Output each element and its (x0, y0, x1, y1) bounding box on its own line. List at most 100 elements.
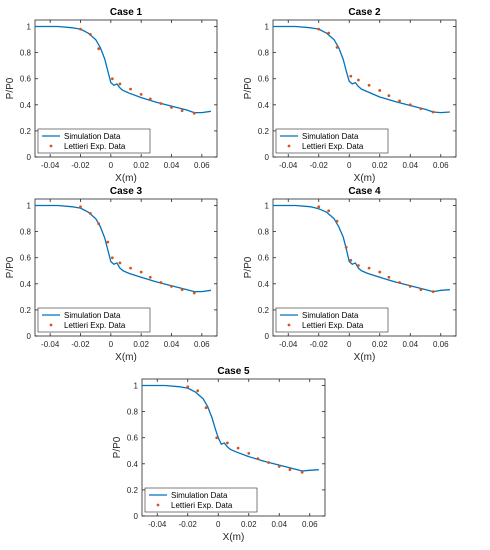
experiment-point (408, 103, 412, 107)
y-tick-label: 0.4 (258, 280, 270, 289)
y-tick-label: 0.6 (20, 254, 32, 263)
legend-point-swatch (49, 144, 53, 148)
x-tick-label: 0.02 (241, 520, 257, 529)
y-axis-label: P/P0 (243, 77, 254, 99)
x-tick-label: 0 (109, 340, 114, 349)
legend-point-swatch (287, 144, 291, 148)
y-tick-label: 1 (265, 23, 270, 32)
y-tick-label: 0.2 (20, 306, 32, 315)
experiment-point (192, 291, 196, 295)
experiment-point (349, 258, 353, 262)
experiment-point (170, 106, 173, 109)
experiment-point (408, 285, 412, 288)
y-tick-label: 0.6 (20, 75, 32, 84)
experiment-point (170, 285, 173, 288)
experiment-point (378, 89, 382, 92)
experiment-point (335, 219, 339, 223)
y-tick-label: 0.8 (258, 228, 270, 237)
x-tick-label: 0.02 (372, 340, 388, 349)
experiment-point (267, 461, 270, 464)
chart-panel-2: -0.04 -0.02 0 0.02 0.04 0.06 0 0.2 0.4 0.6 0.8 1 Cas… (243, 7, 457, 184)
y-tick-label: 0.8 (127, 408, 139, 417)
x-tick-label: -0.04 (41, 161, 60, 170)
experiment-point (88, 32, 92, 36)
experiment-point (196, 389, 200, 393)
x-tick-label: -0.02 (310, 340, 329, 349)
x-tick-label: -0.04 (279, 340, 298, 349)
x-axis-label: X(m) (223, 532, 245, 543)
legend-entry: Lettieri Exp. Data (64, 142, 126, 151)
chart-title: Case 5 (217, 366, 250, 377)
y-tick-label: 0.2 (127, 486, 139, 495)
y-tick-label: 0.4 (127, 460, 139, 469)
experiment-point (192, 111, 196, 115)
x-tick-label: 0 (109, 161, 114, 170)
experiment-point (226, 441, 229, 445)
x-tick-label: -0.04 (279, 161, 298, 170)
y-tick-label: 0 (265, 332, 270, 341)
experiment-point (79, 27, 82, 31)
y-tick-label: 0.4 (258, 101, 270, 110)
experiment-point (118, 261, 122, 265)
experiment-point (106, 240, 110, 244)
experiment-point (97, 222, 101, 226)
legend-point-swatch (156, 503, 160, 507)
legend-box (275, 128, 389, 154)
legend-entry: Simulation Data (302, 132, 359, 141)
experiment-point (97, 47, 101, 51)
experiment-point (317, 205, 321, 209)
experiment-point (398, 99, 401, 103)
experiment-point (277, 465, 281, 468)
experiment-point (139, 92, 143, 96)
x-tick-label: 0.04 (402, 340, 418, 349)
y-tick-label: 0.4 (20, 101, 32, 110)
simulation-line (35, 204, 212, 293)
legend-entry: Simulation Data (302, 311, 359, 320)
experiment-point (327, 31, 331, 35)
simulation-line (35, 25, 212, 114)
legend-entry: Simulation Data (64, 132, 121, 141)
x-tick-label: 0.06 (302, 520, 318, 529)
experiment-point (110, 256, 114, 260)
y-tick-label: 0 (27, 153, 32, 162)
experiment-point (344, 245, 348, 249)
y-tick-label: 0.2 (258, 306, 270, 315)
legend-entry: Lettieri Exp. Data (302, 142, 364, 151)
y-tick-label: 0.4 (20, 280, 32, 289)
x-tick-label: -0.02 (71, 340, 90, 349)
legend-box (37, 307, 151, 333)
experiment-point (327, 209, 331, 213)
x-tick-label: 0.04 (164, 161, 180, 170)
y-tick-label: 0.6 (127, 434, 139, 443)
y-axis-label: P/P0 (112, 436, 123, 458)
experiment-point (139, 270, 143, 274)
y-tick-label: 0.6 (258, 254, 270, 263)
x-tick-label: 0.06 (194, 161, 210, 170)
experiment-point (148, 275, 152, 279)
chart-title: Case 4 (348, 186, 381, 197)
legend-box (275, 307, 389, 333)
y-tick-label: 1 (134, 382, 139, 391)
chart-panel-1: -0.04 -0.02 0 0.02 0.04 0.06 0 0.2 0.4 0.6 0.8 1 Cas… (5, 7, 218, 184)
x-axis-label: X(m) (115, 352, 137, 363)
chart-title: Case 3 (110, 186, 143, 197)
experiment-point (335, 46, 339, 49)
legend-entry: Simulation Data (64, 311, 121, 320)
x-tick-label: 0.04 (402, 161, 418, 170)
x-axis-label: X(m) (115, 173, 137, 184)
x-tick-label: 0.06 (433, 340, 449, 349)
experiment-point (159, 102, 163, 105)
y-tick-label: 0.8 (20, 228, 32, 237)
chart-panel-3: -0.04 -0.02 0 0.02 0.04 0.06 0 0.2 0.4 0.6 0.8 1 Cas… (5, 186, 218, 363)
y-tick-label: 0.2 (20, 127, 32, 136)
y-axis-label: P/P0 (5, 77, 16, 99)
simulation-line (273, 25, 450, 114)
experiment-point (236, 446, 240, 450)
experiment-point (419, 107, 423, 111)
y-tick-label: 0.8 (20, 49, 32, 58)
experiment-point (367, 83, 371, 87)
